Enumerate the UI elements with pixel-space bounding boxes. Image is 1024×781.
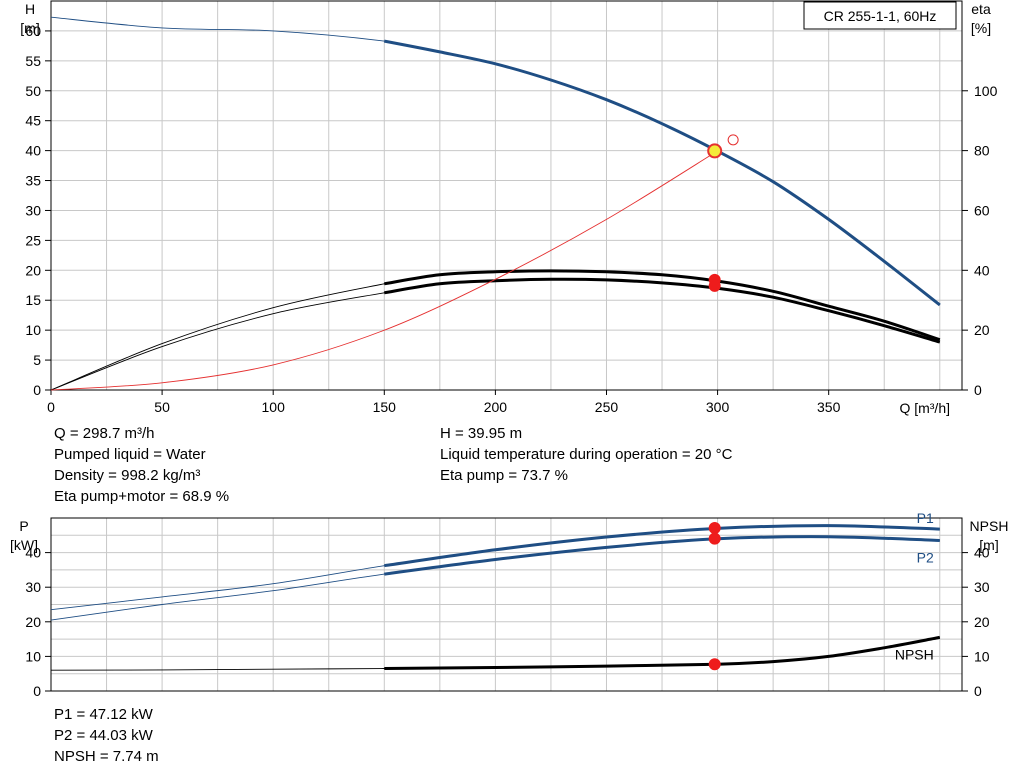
legend-box-text: CR 255-1-1, 60Hz	[824, 8, 937, 24]
y2-tick-label: 10	[974, 648, 990, 664]
y-tick-label: 30	[25, 202, 41, 218]
y-tick-label: 5	[33, 352, 41, 368]
y-tick-label: 15	[25, 292, 41, 308]
y2-tick-label: 20	[974, 614, 990, 630]
info-density: Density = 998.2 kg/m³	[54, 467, 201, 484]
plot-frame	[50, 0, 963, 391]
duty-point-marker	[727, 134, 739, 146]
series-line	[384, 39, 941, 307]
info-head: H = 39.95 m	[440, 425, 523, 442]
info-eta-pump-motor: Eta pump+motor = 68.9 %	[54, 488, 230, 505]
duty-point	[707, 143, 723, 159]
x-tick-label: 250	[595, 399, 619, 415]
plot-frame	[50, 517, 963, 692]
series-label-p1: P1	[917, 510, 934, 526]
y-tick-label: 25	[25, 232, 41, 248]
y2-axis-unit: [m]	[979, 537, 998, 553]
y-tick-label: 40	[25, 545, 41, 561]
x-tick-label: 150	[373, 399, 397, 415]
y2-tick-label: 40	[974, 545, 990, 561]
series-line	[384, 524, 940, 568]
x-tick-label: 50	[154, 399, 170, 415]
y-axis-label: P	[19, 518, 28, 534]
y-tick-label: 10	[25, 648, 41, 664]
y-tick-label: 10	[25, 322, 41, 338]
y-tick-label: 40	[25, 143, 41, 159]
y2-tick-label: 60	[974, 202, 990, 218]
y2-tick-label: 0	[974, 382, 982, 398]
x-tick-label: 200	[484, 399, 508, 415]
legend-box: CR 255-1-1, 60Hz	[803, 1, 957, 30]
operating-point	[708, 521, 721, 534]
y2-tick-label: 20	[974, 322, 990, 338]
y-tick-label: 20	[25, 614, 41, 630]
y2-tick-label: 40	[974, 262, 990, 278]
x-tick-label: 350	[817, 399, 841, 415]
x-axis-label: Q [m³/h]	[899, 400, 950, 416]
y-axis-label: H	[25, 1, 35, 17]
y-axis-unit: [m]	[20, 20, 39, 36]
info-npsh: NPSH = 7.74 m	[54, 748, 159, 765]
info-temperature: Liquid temperature during operation = 20…	[440, 446, 733, 463]
head-efficiency-panel: 0 5 10 15 20 25 30 35 40 45 50 55 60 0 20 40 60 80 100 0 50 1…	[20, 0, 998, 416]
x-tick-label: 100	[262, 399, 286, 415]
power-npsh-panel: 0 10 20 30 40 0 10 20 30 40 P [kW] NPSH [m] P1 P2 NPSH	[10, 510, 1008, 699]
info-p1: P1 = 47.12 kW	[54, 706, 153, 723]
info-flow: Q = 298.7 m³/h	[54, 425, 155, 442]
y-tick-label: 0	[33, 382, 41, 398]
duty-info-left: Q = 298.7 m³/h Pumped liquid = Water Den…	[54, 423, 229, 507]
y2-tick-label: 100	[974, 83, 998, 99]
series-label-npsh: NPSH	[895, 646, 934, 662]
series-line	[384, 535, 940, 576]
y2-tick-label: 30	[974, 579, 990, 595]
operating-point	[708, 532, 721, 545]
y2-tick-label: 0	[974, 683, 982, 699]
series-label-p2: P2	[917, 549, 934, 565]
series-line	[384, 277, 941, 344]
y-axis-unit: [kW]	[10, 537, 38, 553]
y2-axis-label: NPSH	[970, 518, 1009, 534]
x-tick-label: 0	[47, 399, 55, 415]
operating-point	[708, 279, 721, 292]
y-tick-label: 30	[25, 579, 41, 595]
series-line	[384, 269, 941, 342]
y-tick-label: 50	[25, 83, 41, 99]
y-tick-label: 0	[33, 683, 41, 699]
duty-info-right: H = 39.95 m Liquid temperature during op…	[440, 423, 732, 486]
operating-point	[708, 658, 721, 671]
info-p2: P2 = 44.03 kW	[54, 727, 153, 744]
info-eta-pump: Eta pump = 73.7 %	[440, 467, 568, 484]
y-tick-label: 20	[25, 262, 41, 278]
x-tick-label: 300	[706, 399, 730, 415]
info-liquid: Pumped liquid = Water	[54, 446, 206, 463]
power-info: P1 = 47.12 kW P2 = 44.03 kW NPSH = 7.74 …	[54, 704, 159, 767]
y-tick-label: 45	[25, 113, 41, 129]
y-tick-label: 35	[25, 173, 41, 189]
series-line	[50, 150, 718, 391]
y2-axis-unit: [%]	[971, 20, 991, 36]
y2-tick-label: 80	[974, 143, 990, 159]
y2-axis-label: eta	[971, 1, 991, 17]
y-tick-label: 60	[25, 23, 41, 39]
y-tick-label: 55	[25, 53, 41, 69]
